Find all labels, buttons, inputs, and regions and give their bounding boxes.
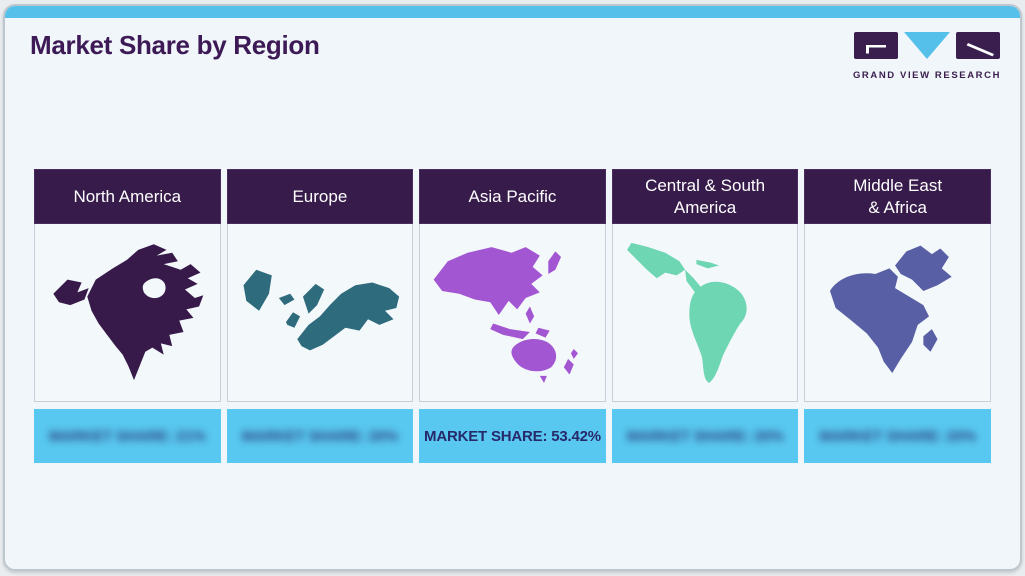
- market-share-band: MARKET SHARE: 20%: [804, 409, 991, 463]
- infographic-card: Market Share by Region GRAND VIEW RESEAR…: [3, 4, 1022, 571]
- panel-header: North America: [34, 169, 221, 224]
- grand-view-research-logo: GRAND VIEW RESEARCH: [852, 30, 1002, 81]
- panel-header: Europe: [226, 169, 414, 224]
- panel-europe: Europe MARKET SHARE: 20%: [226, 169, 414, 463]
- map-container: [34, 224, 221, 402]
- europe-map-icon: [243, 270, 400, 351]
- panel-asia-pacific: Asia Pacific: [419, 169, 606, 463]
- market-share-band: MARKET SHARE: 53.42%: [419, 409, 606, 463]
- panel-header: Middle East & Africa: [804, 169, 991, 224]
- market-share-band: MARKET SHARE: 21%: [34, 409, 221, 463]
- middle-east-africa-map-icon: [829, 245, 952, 374]
- region-name: Middle East & Africa: [853, 176, 943, 217]
- region-name: North America: [73, 186, 182, 206]
- accent-top-bar: [5, 6, 1020, 18]
- page-title: Market Share by Region: [30, 30, 320, 60]
- north-america-map-icon: [53, 244, 204, 381]
- map-container: [804, 224, 991, 402]
- gvr-logo-mark: [854, 32, 1000, 59]
- panel-central-south-america: Central & South America MARKET SHARE: 20…: [611, 169, 799, 463]
- market-share-band: MARKET SHARE: 20%: [611, 409, 799, 463]
- market-share-value: MARKET SHARE: 21%: [48, 427, 206, 445]
- market-share-band: MARKET SHARE: 20%: [226, 409, 414, 463]
- central-south-america-map-icon: [627, 243, 747, 384]
- market-share-value: MARKET SHARE: 53.42%: [424, 427, 601, 445]
- logo-text: GRAND VIEW RESEARCH: [852, 70, 1002, 81]
- panel-header: Central & South America: [611, 169, 799, 224]
- asia-pacific-map-icon: [433, 247, 578, 384]
- region-panels: North America MARKET SHARE: 21% Europe: [34, 169, 991, 463]
- panel-middle-east-africa: Middle East & Africa MARKET SHARE: 20%: [804, 169, 991, 463]
- market-share-value: MARKET SHARE: 20%: [626, 427, 784, 445]
- logo-r-glyph: [966, 43, 994, 57]
- map-container: [419, 224, 606, 402]
- market-share-value: MARKET SHARE: 20%: [241, 427, 399, 445]
- logo-v-triangle: [904, 32, 950, 59]
- market-share-value: MARKET SHARE: 20%: [819, 427, 976, 445]
- region-name: Europe: [292, 186, 348, 206]
- panel-north-america: North America MARKET SHARE: 21%: [34, 169, 221, 463]
- map-container: [611, 224, 799, 402]
- map-container: [226, 224, 414, 402]
- logo-g-glyph: [866, 45, 886, 54]
- panel-header: Asia Pacific: [419, 169, 606, 224]
- region-name: Central & South America: [645, 176, 766, 217]
- region-name: Asia Pacific: [468, 186, 557, 206]
